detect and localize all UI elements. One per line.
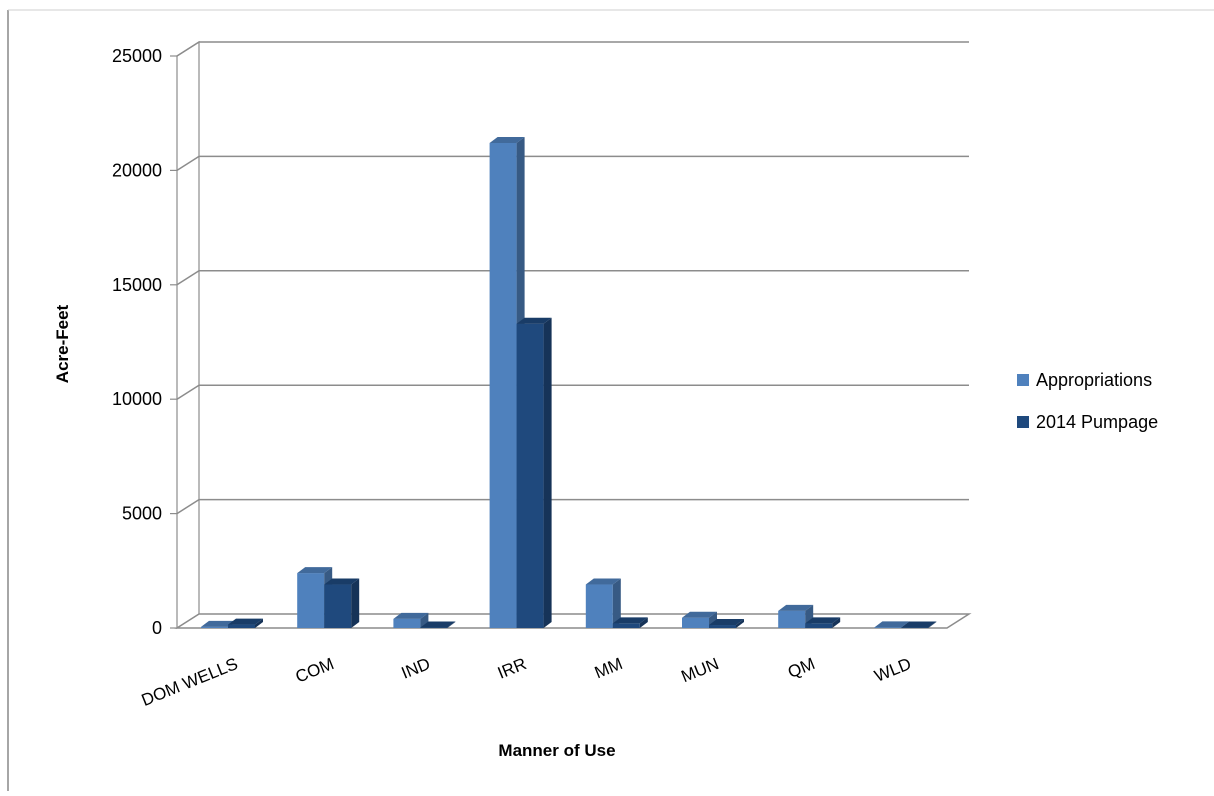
bar-side bbox=[420, 612, 429, 628]
gridline bbox=[176, 498, 969, 515]
bar-front bbox=[709, 625, 736, 628]
bar-appropriations bbox=[393, 612, 429, 628]
chart-walls bbox=[176, 40, 200, 630]
chart-floor bbox=[174, 613, 972, 629]
x-axis-title: Manner of Use bbox=[498, 741, 615, 760]
bar-top bbox=[393, 612, 429, 619]
bar-2014-pumpage bbox=[324, 578, 360, 628]
legend-swatch bbox=[1017, 374, 1029, 386]
bar-front bbox=[516, 323, 544, 628]
bar-2014-pumpage bbox=[709, 619, 744, 628]
bar-front bbox=[420, 627, 448, 629]
bar-top bbox=[228, 618, 263, 625]
bar-top bbox=[612, 617, 648, 624]
y-tick-label: 20000 bbox=[112, 160, 162, 180]
gridline bbox=[176, 384, 969, 400]
bar-front bbox=[778, 610, 806, 628]
gridline bbox=[176, 41, 969, 57]
y-axis-title: Acre-Feet bbox=[53, 304, 72, 383]
category-label: QM bbox=[785, 654, 818, 682]
bar-2014-pumpage bbox=[228, 618, 263, 628]
bar-2014-pumpage bbox=[805, 617, 841, 628]
bar-side bbox=[447, 621, 456, 628]
bar-side bbox=[543, 317, 552, 628]
bar-side bbox=[736, 619, 744, 628]
bar-2014-pumpage bbox=[420, 621, 456, 629]
y-tick-label: 15000 bbox=[112, 275, 162, 295]
category-label: IND bbox=[399, 654, 433, 683]
bar-top bbox=[201, 620, 236, 627]
y-tick-label: 0 bbox=[152, 618, 162, 638]
category-label: DOM WELLS bbox=[139, 654, 241, 710]
gridline bbox=[176, 155, 969, 172]
legend-item: 2014 Pumpage bbox=[1017, 412, 1158, 432]
bar-side bbox=[351, 578, 360, 628]
legend-label: Appropriations bbox=[1036, 370, 1152, 390]
bar-top bbox=[420, 621, 456, 628]
bar-top bbox=[297, 567, 333, 574]
bar-side bbox=[612, 578, 621, 628]
floor-plane bbox=[174, 613, 972, 629]
category-labels: DOM WELLS COM IND IRR MM MUN QM WLD bbox=[139, 654, 914, 710]
bar-front bbox=[201, 626, 228, 628]
legend-item: Appropriations bbox=[1017, 370, 1152, 390]
bar-front bbox=[612, 623, 640, 628]
bar-2014-pumpage bbox=[901, 621, 937, 629]
bar-front bbox=[489, 142, 517, 628]
bar-top bbox=[778, 604, 814, 611]
legend: Appropriations 2014 Pumpage bbox=[1017, 370, 1158, 432]
y-tick-label: 25000 bbox=[112, 46, 162, 66]
bar-front bbox=[585, 584, 613, 628]
bar-front bbox=[901, 627, 929, 629]
bar-side bbox=[928, 621, 937, 628]
bar-front bbox=[682, 617, 709, 628]
bar-top bbox=[682, 611, 717, 618]
side-wall bbox=[176, 40, 200, 630]
bar-2014-pumpage bbox=[612, 617, 648, 628]
chart-border bbox=[7, 9, 1214, 791]
bars bbox=[201, 136, 937, 629]
y-tick-label: 10000 bbox=[112, 389, 162, 409]
bar-top bbox=[805, 617, 841, 624]
bar-2014-pumpage bbox=[516, 317, 552, 628]
bar-top bbox=[585, 578, 621, 585]
category-label: MM bbox=[592, 654, 625, 682]
bar-top bbox=[516, 317, 552, 324]
bar-front bbox=[297, 573, 325, 628]
bar-side bbox=[639, 617, 648, 628]
category-label: COM bbox=[293, 654, 337, 686]
category-label: MUN bbox=[678, 654, 721, 686]
category-label: IRR bbox=[495, 654, 529, 683]
bar-top bbox=[874, 621, 910, 628]
bar-front bbox=[324, 584, 352, 628]
legend-swatch bbox=[1017, 416, 1029, 428]
bar-top bbox=[324, 578, 360, 585]
bar-front bbox=[393, 618, 421, 628]
y-tick-labels: 0 5000 10000 15000 20000 25000 bbox=[112, 46, 162, 638]
legend-label: 2014 Pumpage bbox=[1036, 412, 1158, 432]
bar-appropriations bbox=[585, 578, 621, 628]
bar-side bbox=[832, 617, 841, 628]
gridline bbox=[176, 270, 969, 286]
bar-top bbox=[489, 136, 525, 143]
bar-top bbox=[901, 621, 937, 628]
category-label: WLD bbox=[872, 654, 914, 686]
bar-front bbox=[874, 627, 902, 628]
bar-front bbox=[228, 624, 255, 628]
bar-top bbox=[709, 619, 744, 626]
y-tick-label: 5000 bbox=[122, 504, 162, 524]
gridlines bbox=[170, 41, 969, 629]
bar-side bbox=[255, 618, 263, 628]
bar-front bbox=[805, 623, 833, 628]
